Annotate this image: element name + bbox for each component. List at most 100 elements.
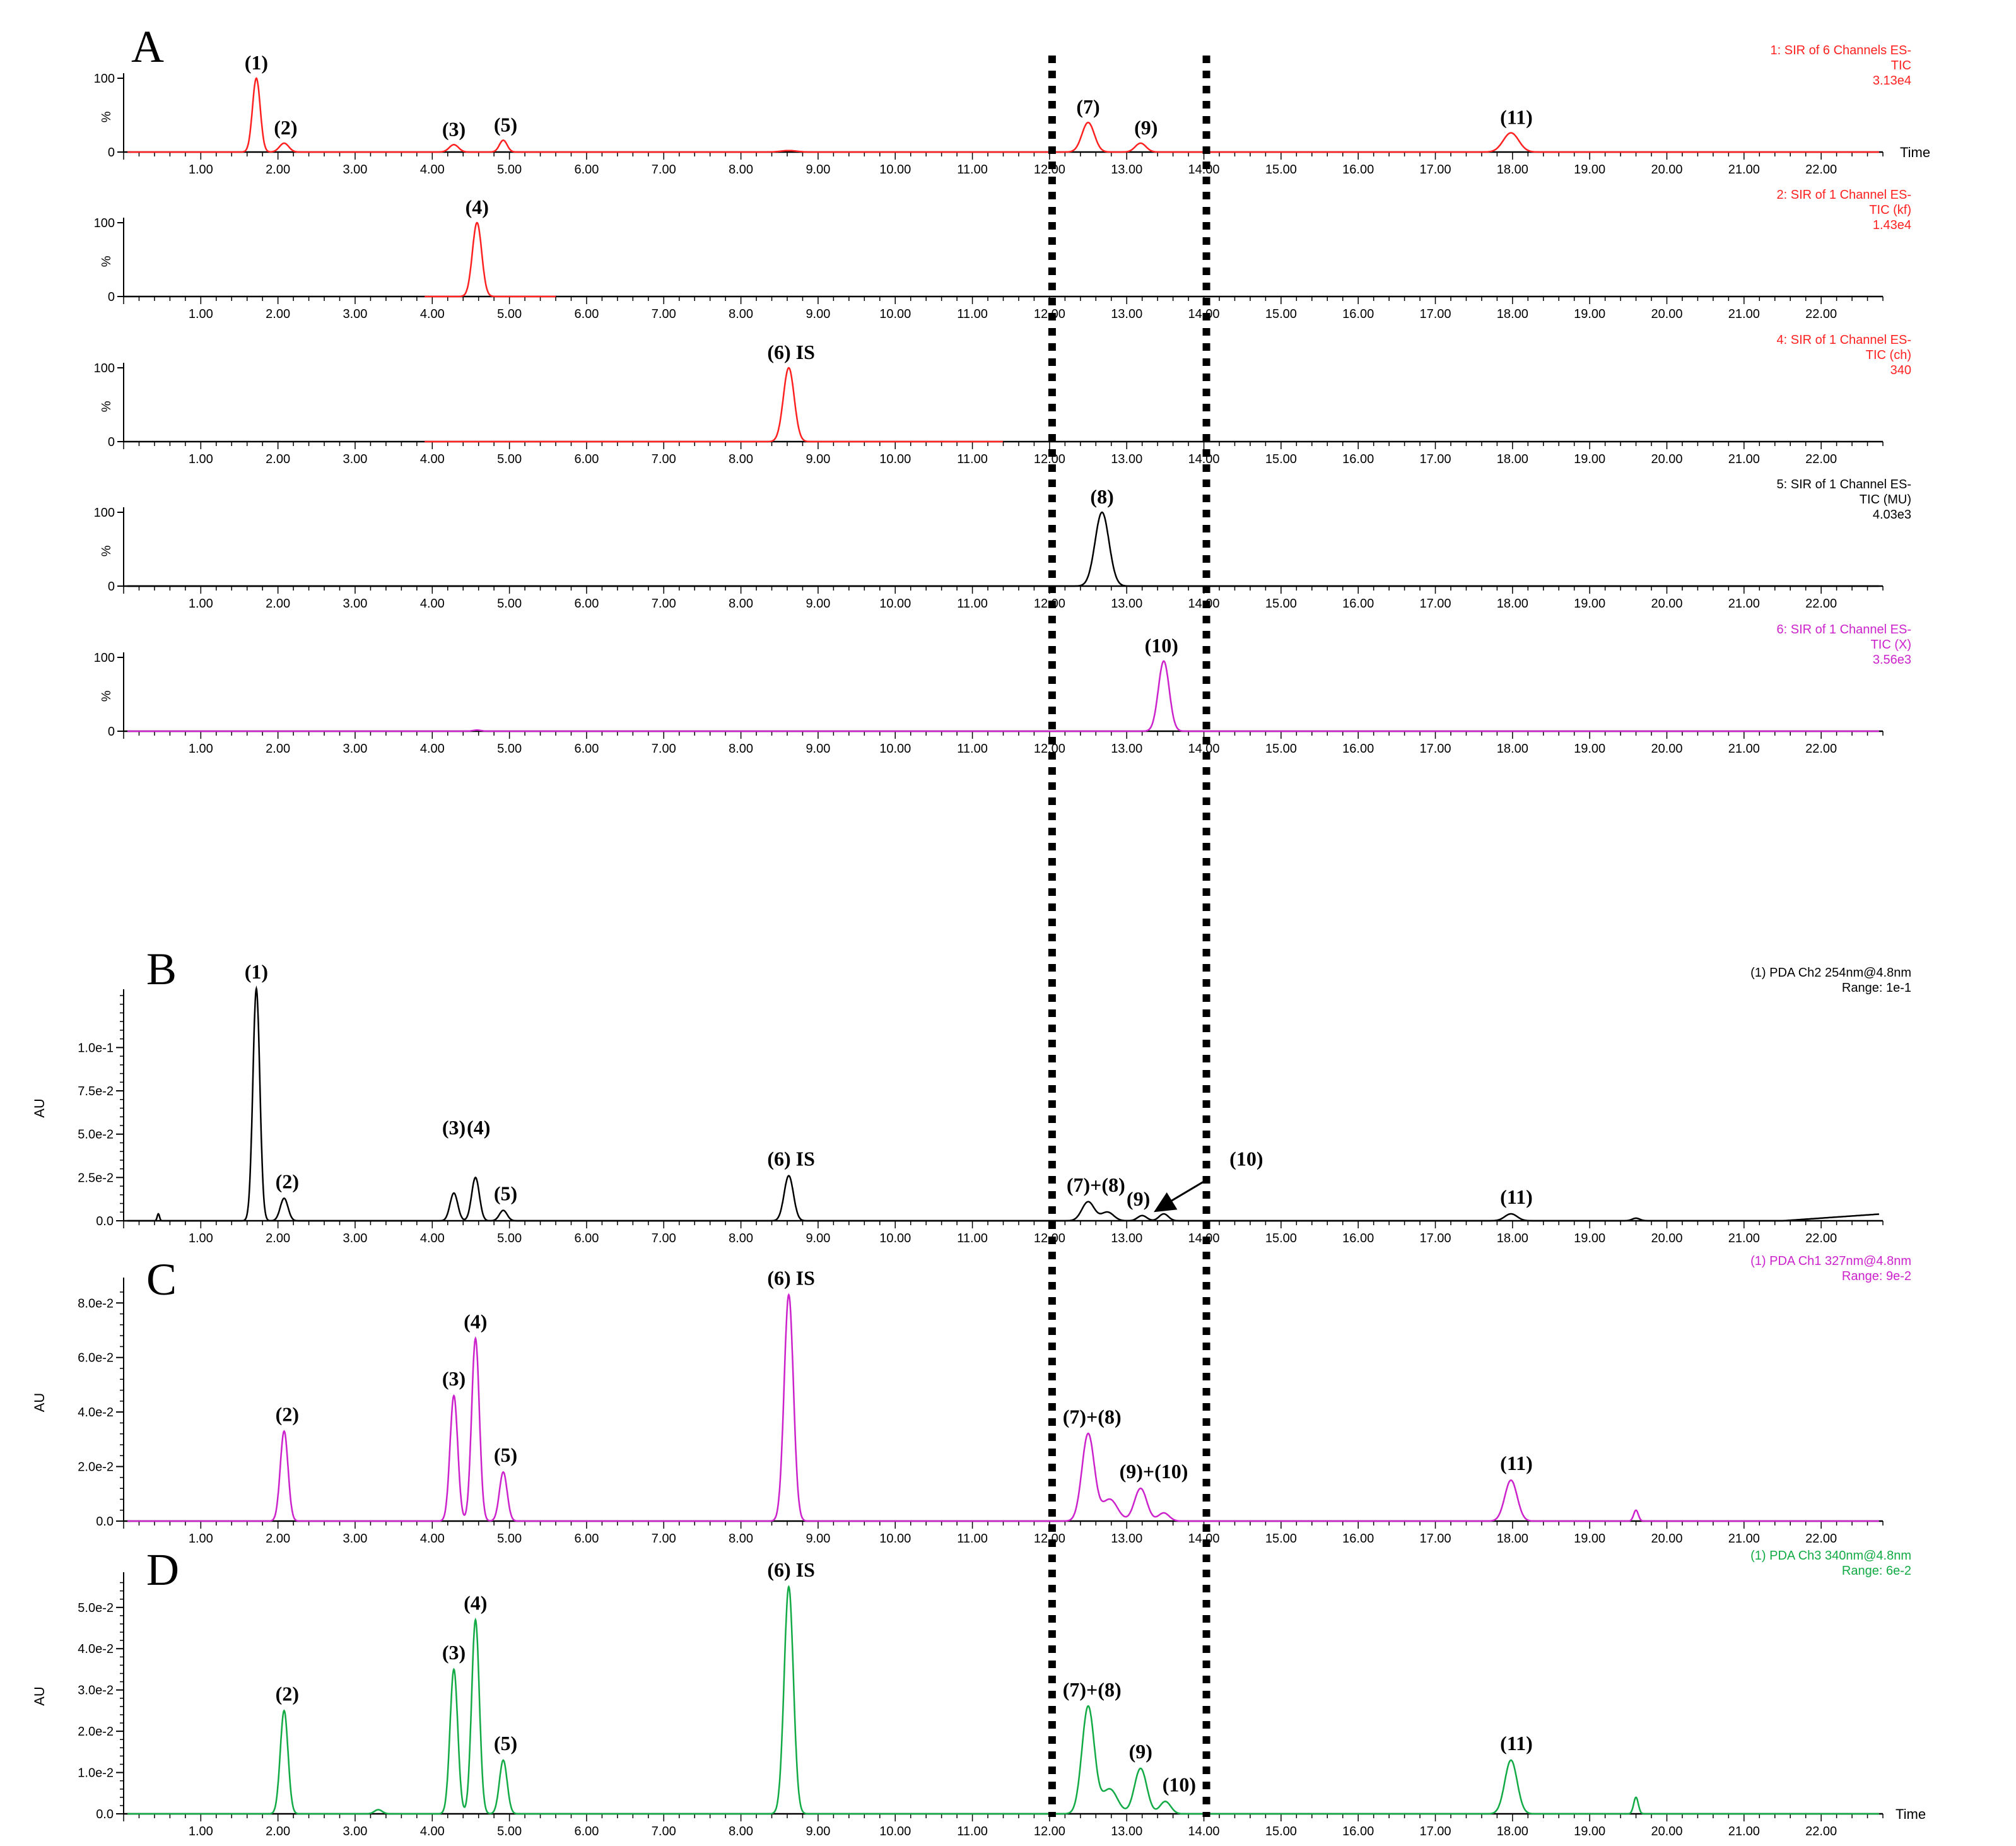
legend-line: TIC (ch) bbox=[1866, 348, 1911, 362]
panel-a-5-x-tick-label: 8.00 bbox=[729, 742, 753, 756]
y-tick-label: 0 bbox=[108, 290, 115, 304]
y-tick-label: 100 bbox=[94, 72, 115, 86]
panel-b-x-tick-label: 15.00 bbox=[1265, 1232, 1297, 1245]
panel-d-x-tick-label: 13.00 bbox=[1111, 1825, 1142, 1838]
panel-c-x-tick-label: 8.00 bbox=[729, 1532, 753, 1546]
arrow-shaft bbox=[1164, 1178, 1209, 1206]
peak-label: (9)+(10) bbox=[1120, 1460, 1188, 1483]
panel-a-5-x-tick-label: 16.00 bbox=[1342, 742, 1374, 756]
y-axis-title: AU bbox=[32, 1686, 47, 1706]
panel-b-x-tick-label: 8.00 bbox=[729, 1232, 753, 1245]
trace-line bbox=[425, 221, 556, 298]
panel-a-2-x-tick-label: 6.00 bbox=[574, 307, 599, 321]
peak-label: (3) bbox=[442, 1116, 466, 1139]
peak-label: (1) bbox=[245, 960, 268, 983]
panel-a-subplot-5: 100 0% 1.00 2.00 3.00 4.00 5.00 6.00 7.00 8.00 9.0… bbox=[94, 623, 1911, 756]
panel-d-x-tick-label: 12.00 bbox=[1034, 1825, 1065, 1838]
legend-line: 6: SIR of 1 Channel ES- bbox=[1777, 623, 1911, 637]
panel-letter-a: A bbox=[131, 21, 164, 72]
panel-a-3-x-tick-label: 12.00 bbox=[1034, 452, 1065, 466]
peak-label: (3) bbox=[442, 1641, 466, 1664]
panel-c-x-tick-label: 1.00 bbox=[189, 1532, 213, 1546]
panel-a-2-x-tick-label: 16.00 bbox=[1342, 307, 1374, 321]
panel-a-1-x-tick-label: 11.00 bbox=[957, 163, 988, 177]
panel-a-4-x-tick-label: 15.00 bbox=[1265, 597, 1297, 611]
y-tick-label: 8.0e-2 bbox=[78, 1296, 114, 1310]
panel-b-x-tick-label: 11.00 bbox=[957, 1232, 988, 1245]
panel-b-x-tick-label: 2.00 bbox=[266, 1232, 290, 1245]
panel-a-subplot-3: 100 0% 1.00 2.00 3.00 4.00 5.00 6.00 7.00 8.00 9.0… bbox=[94, 333, 1911, 466]
y-percent-label: % bbox=[100, 111, 114, 122]
panel-b-x-tick-label: 9.00 bbox=[806, 1232, 830, 1245]
y-tick-label: 0 bbox=[108, 580, 115, 594]
peak-label: (4) bbox=[466, 196, 489, 218]
y-tick-label: 0 bbox=[108, 146, 115, 160]
panel-a-1-x-tick-label: 2.00 bbox=[266, 163, 290, 177]
peak-label: (2) bbox=[274, 116, 297, 139]
peak-label: (11) bbox=[1500, 1732, 1533, 1755]
panel-a-3-x-tick-label: 10.00 bbox=[879, 452, 911, 466]
y-tick-label: 5.0e-2 bbox=[78, 1128, 114, 1142]
panel-c-x-tick-label: 19.00 bbox=[1574, 1532, 1605, 1546]
panel-a-3-x-tick-label: 14.00 bbox=[1188, 452, 1220, 466]
panel-a-3-x-tick-label: 5.00 bbox=[497, 452, 522, 466]
panel-a-2-x-tick-label: 19.00 bbox=[1574, 307, 1605, 321]
panel-c-x-tick-label: 12.00 bbox=[1034, 1532, 1065, 1546]
y-axis-title: AU bbox=[32, 1098, 47, 1118]
panel-c-x-tick-label: 3.00 bbox=[343, 1532, 368, 1546]
legend-line: (1) PDA Ch3 340nm@4.8nm bbox=[1750, 1549, 1911, 1563]
panel-a-3-x-tick-label: 18.00 bbox=[1497, 452, 1528, 466]
panel-a-1-x-tick-label: 20.00 bbox=[1651, 163, 1682, 177]
panel-a-2-x-tick-label: 10.00 bbox=[879, 307, 911, 321]
trace-line bbox=[127, 1293, 1879, 1522]
panel-c-x-tick-label: 15.00 bbox=[1265, 1532, 1297, 1546]
panel-a-2-x-tick-label: 5.00 bbox=[497, 307, 522, 321]
panel-a-1-x-tick-label: 5.00 bbox=[497, 163, 522, 177]
peak-label: (7) bbox=[1076, 95, 1099, 118]
panel-c-x-tick-label: 4.00 bbox=[420, 1532, 445, 1546]
panel-c-x-tick-label: 7.00 bbox=[652, 1532, 676, 1546]
y-tick-label: 1.0e-2 bbox=[78, 1767, 114, 1780]
y-tick-label: 100 bbox=[94, 216, 115, 230]
peak-label: (5) bbox=[494, 1732, 517, 1755]
panel-a-4-x-tick-label: 4.00 bbox=[420, 597, 445, 611]
panel-a-1-x-tick-label: 18.00 bbox=[1497, 163, 1528, 177]
panel-a-5-x-tick-label: 4.00 bbox=[420, 742, 445, 756]
legend-line: 3.56e3 bbox=[1873, 653, 1911, 667]
peak-label: (10) bbox=[1163, 1773, 1196, 1796]
panel-a-2-x-tick-label: 18.00 bbox=[1497, 307, 1528, 321]
peak-label: (11) bbox=[1500, 1185, 1533, 1208]
panel-a-5-x-tick-label: 5.00 bbox=[497, 742, 522, 756]
y-tick-label: 4.0e-2 bbox=[78, 1642, 114, 1656]
panel-b-x-tick-label: 10.00 bbox=[879, 1232, 911, 1245]
panel-a-5-x-tick-label: 20.00 bbox=[1651, 742, 1682, 756]
panel-d-x-tick-label: 9.00 bbox=[806, 1825, 830, 1838]
panel-a-2-x-tick-label: 15.00 bbox=[1265, 307, 1297, 321]
peak-label: (9) bbox=[1127, 1187, 1150, 1210]
panel-d-x-tick-label: 15.00 bbox=[1265, 1825, 1297, 1838]
panel-a-2-x-tick-label: 21.00 bbox=[1728, 307, 1760, 321]
panel-a-1-x-tick-label: 19.00 bbox=[1574, 163, 1605, 177]
panel-b: B 0.0 2.5e-2 5.0e-2 7.5e-2 1.0e-1 AU 1.00 2.00 3.… bbox=[32, 944, 1911, 1245]
peak-label: (5) bbox=[494, 113, 517, 136]
legend-line: 4.03e3 bbox=[1873, 508, 1911, 522]
panel-a-4-x-tick-label: 1.00 bbox=[189, 597, 213, 611]
panel-a-4-x-tick-label: 21.00 bbox=[1728, 597, 1760, 611]
panel-a-4-x-tick-label: 22.00 bbox=[1805, 597, 1837, 611]
panel-c: C 0.0 2.0e-2 4.0e-2 6.0e-2 8.0e-2 AU 1.00 2.00 3.… bbox=[32, 1254, 1911, 1546]
panel-d-x-tick-label: 22.00 bbox=[1805, 1825, 1837, 1838]
panel-a-3-x-tick-label: 6.00 bbox=[574, 452, 599, 466]
legend-line: 340 bbox=[1890, 363, 1911, 377]
panel-a-4-x-tick-label: 11.00 bbox=[957, 597, 988, 611]
panel-a-2-x-tick-label: 17.00 bbox=[1419, 307, 1451, 321]
panel-a-1-x-tick-label: 7.00 bbox=[652, 163, 676, 177]
panel-a-1-x-tick-label: 14.00 bbox=[1188, 163, 1220, 177]
y-tick-label: 100 bbox=[94, 506, 115, 520]
peak-label: (10) bbox=[1145, 634, 1178, 657]
panel-a-2-x-tick-label: 22.00 bbox=[1805, 307, 1837, 321]
legend-line: Range: 9e-2 bbox=[1842, 1269, 1911, 1283]
panel-a-5-x-tick-label: 19.00 bbox=[1574, 742, 1605, 756]
panel-b-x-tick-label: 18.00 bbox=[1497, 1232, 1528, 1245]
panel-a-2-x-tick-label: 9.00 bbox=[806, 307, 830, 321]
panel-d-x-tick-label: 21.00 bbox=[1728, 1825, 1760, 1838]
